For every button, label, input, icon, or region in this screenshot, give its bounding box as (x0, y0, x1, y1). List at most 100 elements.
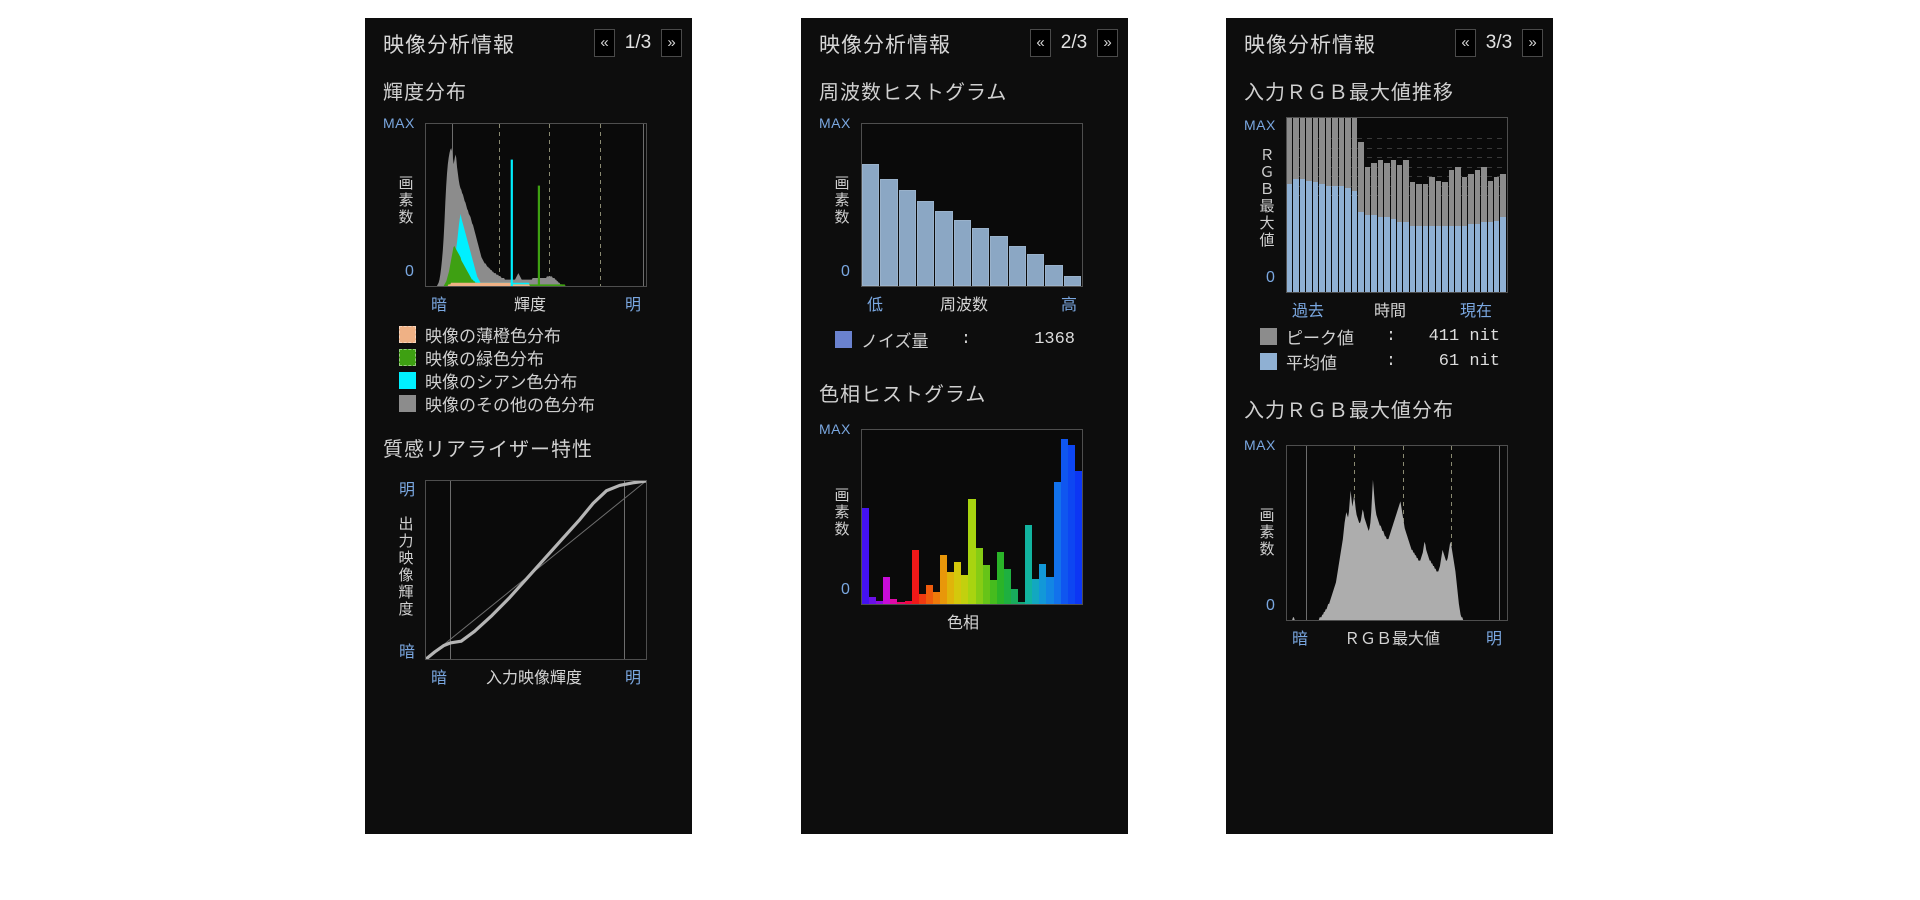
bar (1422, 184, 1429, 292)
page-title: 映像分析情報 (819, 34, 951, 57)
bar (1319, 118, 1325, 292)
readout-rgb: ピーク値 : 411 nit 平均値 : 61 nit (1260, 324, 1553, 374)
bar (1067, 445, 1075, 604)
bar-series (862, 124, 1082, 286)
bar (932, 592, 941, 604)
panel-header: 映像分析情報 « 1/3 » (365, 18, 692, 70)
section-title: 入力ＲＧＢ最大値推移 (1244, 82, 1454, 104)
bar (862, 164, 880, 286)
bar (1351, 118, 1358, 292)
x-axis-title: ＲＧＢ最大値 (1344, 631, 1441, 648)
bar-average-overlay (1422, 225, 1429, 292)
bar (953, 220, 971, 286)
grid-line (642, 124, 644, 286)
bar (1053, 482, 1061, 604)
bar (911, 550, 919, 604)
bar (1403, 159, 1409, 292)
bar (1060, 438, 1068, 604)
bar-average-overlay (1390, 218, 1396, 292)
bar (1026, 253, 1045, 286)
x-axis-title: 周波数 (940, 297, 989, 314)
grid-line (1305, 446, 1307, 620)
bar (1377, 159, 1384, 292)
next-page-button[interactable]: » (1522, 29, 1543, 57)
bar-average-overlay (1293, 178, 1299, 292)
next-page-button[interactable]: » (1097, 29, 1118, 57)
chart-rgb-max-distribution: MAX 0 画素数 暗 ＲＧＢ最大値 明 (1244, 431, 1553, 648)
pagination: « 2/3 » (1030, 29, 1118, 57)
x-axis-left-label: 暗 (431, 670, 448, 687)
bar-average-overlay (1306, 180, 1312, 292)
readout-row: 平均値 : 61 nit (1260, 349, 1553, 374)
readout-value: 411 nit (1428, 327, 1500, 346)
bar (1494, 177, 1500, 292)
bar (1338, 118, 1345, 292)
legend-item: 映像の緑色分布 (399, 346, 692, 369)
prev-page-button[interactable]: « (1030, 29, 1051, 57)
bar (1046, 577, 1054, 604)
grid-line (450, 481, 452, 659)
plot-area (425, 123, 647, 287)
bar (1358, 142, 1364, 292)
bar (1039, 563, 1047, 604)
prev-page-button[interactable]: « (1455, 29, 1476, 57)
readout-colon: : (1385, 352, 1397, 371)
legend-label: 映像の薄橙色分布 (425, 327, 561, 346)
bar (1063, 276, 1081, 286)
readout-label: ピーク値 (1286, 329, 1354, 348)
legend-label: 映像のシアン色分布 (425, 373, 578, 392)
analysis-panel-3: 映像分析情報 « 3/3 » 入力ＲＧＢ最大値推移 MAX 0 ＲＧＢ最大値 過… (1226, 18, 1553, 834)
y-axis-zero-label: 0 (1266, 269, 1275, 286)
chart-rgb-max-transition: MAX 0 ＲＧＢ最大値 過去 時間 現在 (1244, 113, 1553, 320)
legend-item: 映像のその他の色分布 (399, 392, 692, 415)
x-axis-left-label: 暗 (431, 297, 448, 314)
x-axis-title: 時間 (1374, 303, 1407, 320)
bar (1461, 177, 1468, 292)
y-axis-title: ＲＧＢ最大値 (1259, 147, 1275, 249)
pagination: « 1/3 » (594, 29, 682, 57)
bar (1306, 118, 1312, 292)
bar-average-overlay (1461, 225, 1468, 292)
bar (1345, 118, 1351, 292)
y-axis-title: 画素数 (834, 175, 850, 226)
bar-average-overlay (1371, 215, 1377, 292)
bar (968, 499, 976, 604)
page-title: 映像分析情報 (1244, 34, 1376, 57)
bar-average-overlay (1494, 220, 1500, 292)
bar (1312, 118, 1319, 292)
bar (1500, 173, 1506, 292)
bar (1481, 166, 1487, 292)
bar-average-overlay (1474, 224, 1481, 292)
legend-luminance: 映像の薄橙色分布 映像の緑色分布 映像のシアン色分布 映像のその他の色分布 (399, 323, 692, 415)
bar (961, 575, 969, 604)
bar (880, 178, 898, 286)
bar (1442, 182, 1448, 292)
x-axis-right-label: 高 (1061, 297, 1078, 314)
bar (1364, 166, 1371, 292)
readout-noise: ノイズ量 : 1368 (835, 327, 1128, 352)
bar-average-overlay (1312, 182, 1319, 292)
bar (1293, 118, 1299, 292)
x-axis-right-label: 明 (625, 670, 642, 687)
y-axis-zero-label: 0 (405, 263, 414, 280)
bar-average-overlay (1358, 211, 1364, 292)
y-axis-title: 画素数 (834, 487, 850, 538)
bar-average-overlay (1377, 217, 1384, 292)
prev-page-button[interactable]: « (594, 29, 615, 57)
bar-series (862, 430, 1082, 604)
y-axis-title: 出力映像輝度 (398, 516, 414, 618)
legend-label: 映像の緑色分布 (425, 350, 544, 369)
bar (1416, 184, 1422, 292)
bar (1448, 170, 1455, 292)
legend-swatch-gray (399, 395, 416, 412)
page-title: 映像分析情報 (383, 34, 515, 57)
bar-average-overlay (1332, 185, 1338, 292)
readout-label: 平均値 (1286, 354, 1337, 373)
bar (1487, 180, 1493, 292)
grid-line (549, 124, 551, 286)
bar (1332, 118, 1338, 292)
analysis-panel-2: 映像分析情報 « 2/3 » 周波数ヒストグラム MAX 0 画素数 低 周波数… (801, 18, 1128, 834)
bar (904, 600, 912, 604)
next-page-button[interactable]: » (661, 29, 682, 57)
